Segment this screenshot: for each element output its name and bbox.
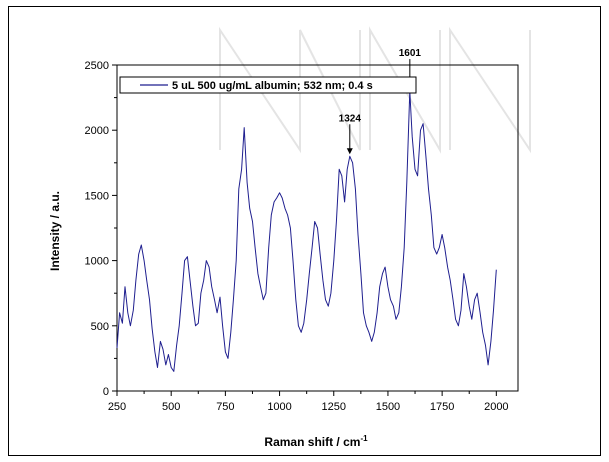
y-tick-label: 1000 xyxy=(85,256,109,268)
x-tick-label: 1500 xyxy=(376,401,400,413)
y-tick-label: 2500 xyxy=(85,60,109,72)
legend-label: 5 uL 500 ug/mL albumin; 532 nm; 0.4 s xyxy=(172,80,373,92)
series-layer xyxy=(116,90,497,372)
x-tick-label: 250 xyxy=(108,401,126,413)
y-axis: 0 500 1000 1500 2000 2500 xyxy=(85,60,117,398)
figure-frame xyxy=(8,6,601,456)
spectrum-line xyxy=(116,90,497,372)
y-tick-label: 1500 xyxy=(85,190,109,202)
peak-arrow-head xyxy=(346,148,353,155)
y-tick-label: 500 xyxy=(91,321,109,333)
x-tick-label: 750 xyxy=(216,401,234,413)
x-tick-label: 2000 xyxy=(484,401,508,413)
x-axis-title: Raman shift / cm-1 xyxy=(264,434,368,449)
y-axis-title: Intensity / a.u. xyxy=(48,191,62,271)
watermark-stroke xyxy=(449,26,531,154)
y-tick-label: 0 xyxy=(103,386,109,398)
x-tick-label: 1000 xyxy=(267,401,291,413)
x-tick-label: 1250 xyxy=(322,401,346,413)
peak-label: 1324 xyxy=(339,113,362,124)
legend-box xyxy=(119,76,417,94)
x-tick-label: 1750 xyxy=(430,401,454,413)
legend: 5 uL 500 ug/mL albumin; 532 nm; 0.4 s xyxy=(119,76,417,94)
x-axis: 250 500 750 1000 1250 1500 1750 2000 xyxy=(108,391,509,413)
peak-label: 1601 xyxy=(399,48,422,59)
x-tick-label: 500 xyxy=(162,401,180,413)
y-tick-label: 2000 xyxy=(85,125,109,137)
